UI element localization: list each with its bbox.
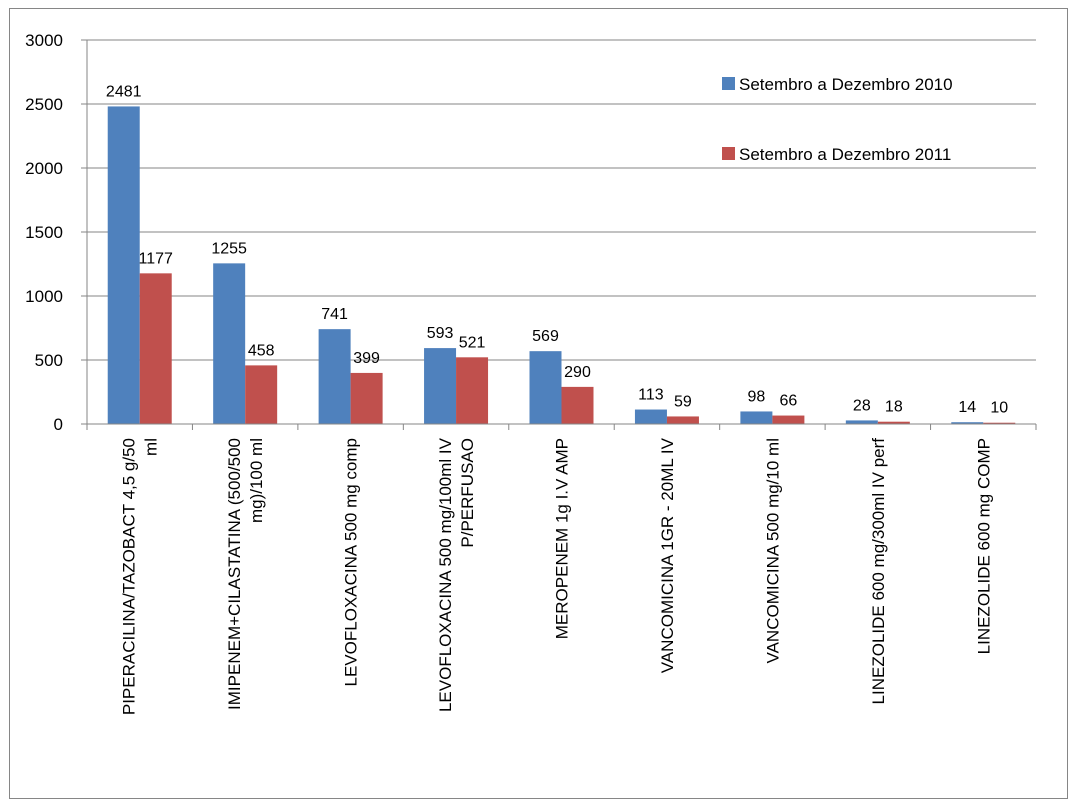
bar-series-2: [877, 421, 910, 424]
legend-swatch: [722, 77, 735, 90]
y-tick-label: 500: [35, 351, 63, 370]
bar-series-2: [350, 372, 383, 424]
data-label: 741: [321, 306, 348, 323]
bar-series-2: [139, 273, 172, 424]
data-label: 113: [638, 387, 664, 404]
data-label: 28: [853, 397, 871, 414]
x-category-label: IMIPENEM+CILASTATINA (500/500: [225, 438, 244, 710]
x-category-label: LEVOFLOXACINA 500 mg/100ml IV: [436, 437, 455, 712]
x-category-label: ml: [142, 438, 161, 456]
y-tick-label: 1000: [25, 287, 63, 306]
data-label: 18: [885, 399, 903, 416]
legend-swatch: [722, 147, 735, 160]
bar-series-1: [318, 329, 351, 424]
x-category-label: LINEZOLIDE 600 mg COMP: [974, 438, 993, 654]
axes: [81, 39, 1037, 430]
bar-series-1: [529, 351, 562, 424]
bar-series-1: [213, 263, 246, 424]
legend: Setembro a Dezembro 2010 Setembro a Dezem…: [722, 75, 953, 164]
data-label: 593: [427, 325, 454, 342]
data-labels: 2481 1255 741 593 569 113 98 28 14 1177 458 399 521 2…: [106, 83, 1008, 416]
y-tick-label: 3000: [25, 31, 63, 50]
bar-series-2: [983, 422, 1016, 424]
data-label: 290: [564, 364, 591, 381]
bar-series-2: [456, 357, 489, 424]
x-category-label: MEROPENEM 1g I.V AMP: [553, 438, 572, 639]
data-label: 98: [747, 388, 765, 405]
bar-series-2: [561, 386, 594, 424]
bar-series-2: [245, 365, 278, 424]
bar-series-1: [634, 409, 667, 424]
x-category-label: P/PERFUSAO: [458, 438, 477, 548]
x-category-label: VANCOMICINA 1GR - 20ML IV: [658, 437, 677, 673]
bar-series-2: [772, 415, 805, 424]
bar-series-1: [424, 348, 457, 424]
data-label: 14: [958, 399, 976, 416]
data-label: 399: [353, 350, 380, 367]
bars: [107, 106, 1016, 424]
x-category-label: LEVOFLOXACINA 500 mg comp: [342, 438, 361, 687]
x-category-label: PIPERACILINA/TAZOBACT 4,5 g/50: [120, 438, 139, 715]
data-label: 66: [779, 393, 797, 410]
y-tick-label: 1500: [25, 223, 63, 242]
data-label: 458: [248, 342, 275, 359]
x-category-label: LINEZOLIDE 600 mg/300ml IV perf: [869, 438, 888, 705]
x-category-label: mg)/100 ml: [247, 438, 266, 523]
legend-label: Setembro a Dezembro 2011: [739, 145, 951, 164]
data-label: 10: [990, 400, 1008, 417]
y-tick-label: 0: [54, 415, 63, 434]
data-label: 569: [532, 328, 559, 345]
y-axis-tick-labels: 0 500 1000 1500 2000 2500 3000: [25, 31, 63, 434]
bar-series-2: [666, 416, 699, 424]
x-axis-category-labels: PIPERACILINA/TAZOBACT 4,5 g/50 ml IMIPENEM…: [120, 437, 994, 715]
data-label: 2481: [106, 83, 142, 100]
x-category-label: VANCOMICINA 500 mg/10 ml: [763, 438, 782, 663]
data-label: 521: [459, 334, 486, 351]
y-tick-label: 2000: [25, 159, 63, 178]
legend-label: Setembro a Dezembro 2010: [739, 75, 953, 94]
bar-series-1: [740, 411, 773, 424]
bar-series-1: [845, 420, 878, 424]
data-label: 1177: [139, 250, 174, 267]
data-label: 1255: [211, 240, 247, 257]
bar-series-1: [951, 422, 984, 424]
bar-series-1: [107, 106, 140, 424]
data-label: 59: [674, 393, 692, 410]
y-tick-label: 2500: [25, 95, 63, 114]
